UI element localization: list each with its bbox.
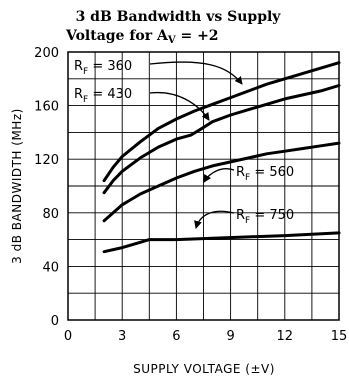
y-tick-label: 160 [34, 100, 59, 115]
series-line-0 [102, 61, 341, 183]
x-tick-labels: 0 3 6 9 12 15 [64, 329, 347, 344]
series-line-1 [102, 84, 341, 195]
x-tick-label: 3 [118, 329, 126, 344]
series-lines [102, 61, 341, 254]
chart-title-line2: Voltage for AV = +2 [65, 28, 219, 46]
x-axis-label: SUPPLY VOLTAGE (±V) [133, 362, 275, 376]
series-line-3 [102, 231, 341, 254]
series-label-arrow-1 [149, 91, 210, 121]
series-label-arrow-3 [194, 210, 235, 229]
x-tick-label: 12 [277, 329, 294, 344]
y-tick-label: 200 [34, 46, 59, 61]
y-tick-label: 80 [42, 207, 59, 222]
plot-frame [67, 51, 340, 321]
series-label-3: RF = 750 [236, 208, 294, 226]
y-tick-labels: 0 40 80 120 160 200 [34, 46, 59, 329]
y-tick-label: 120 [34, 153, 59, 168]
chart-title-line1: 3 dB Bandwidth vs Supply [76, 9, 282, 25]
x-tick-label: 0 [64, 329, 72, 344]
series-line-2 [102, 141, 341, 223]
series-label-0: RF = 360 [74, 59, 132, 77]
y-tick-label: 40 [42, 260, 59, 275]
x-tick-label: 15 [331, 329, 348, 344]
series-label-2: RF = 560 [236, 165, 294, 183]
y-axis-label: 3 dB BANDWIDTH (MHz) [10, 108, 24, 264]
series-label-arrow-2 [203, 168, 235, 183]
y-tick-label: 0 [51, 314, 59, 329]
series-label-1: RF = 430 [74, 87, 132, 105]
series-annotations: RF = 360 RF = 430 RF = 560 RF = 750 [74, 59, 294, 229]
x-tick-label: 9 [226, 329, 234, 344]
series-label-arrow-0 [149, 61, 243, 85]
x-tick-label: 6 [172, 329, 180, 344]
